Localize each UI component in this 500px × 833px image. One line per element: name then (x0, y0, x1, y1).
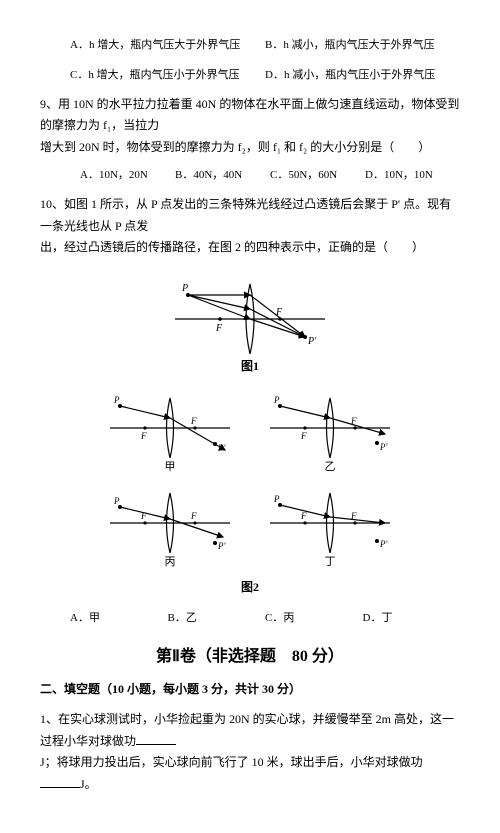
q9-A: A．10N，20N (80, 166, 175, 186)
blank-2 (40, 787, 80, 788)
q9-line1: 9、用 10N 的水平拉力拉着重 40N 的物体在水平面上做匀速直线运动，物体受… (40, 94, 460, 137)
svg-text:F: F (140, 431, 147, 441)
svg-text:P: P (181, 283, 188, 294)
blank-1 (136, 744, 176, 745)
label-jia: 甲 (105, 458, 235, 478)
label-bing: 丙 (105, 553, 235, 573)
svg-text:F: F (275, 307, 283, 318)
section-2-title: 第Ⅱ卷（非选择题 80 分） (40, 643, 460, 672)
svg-text:P': P' (307, 336, 317, 347)
q9-D: D．10N，10N (365, 166, 460, 186)
q9-C: C．50N，60N (270, 166, 365, 186)
label-yi: 乙 (265, 458, 395, 478)
q10-line2: 出，经过凸透镜后的传播路径，在图 2 的四种表示中，正确的是（ ） (40, 237, 460, 259)
svg-text:F: F (350, 511, 357, 521)
label-ding: 丁 (265, 553, 395, 573)
svg-text:F: F (140, 511, 147, 521)
svg-text:F: F (350, 416, 357, 426)
svg-text:F: F (190, 511, 197, 521)
figure-1: P P' F F 图1 (40, 269, 460, 378)
diagram-jia: P F F P' 甲 (105, 388, 235, 478)
q10-C: C．丙 (265, 609, 363, 629)
q10-stem: 10、如图 1 所示，从 P 点发出的三条特殊光线经过凸透镜后会聚于 P' 点。… (40, 194, 460, 259)
diagram-ding: P F F P' 丁 (265, 483, 395, 573)
figure-2: P F F P' 甲 P F F P' 乙 (40, 388, 460, 599)
fill-q1-a: 1、在实心球测试时，小华捡起重为 20N 的实心球，并缓慢举至 2m 高处，这一… (40, 712, 454, 748)
opt-D: D．h 减小，瓶内气压小于外界气压 (265, 66, 460, 86)
prev-q-options-row2: C．h 增大，瓶内气压小于外界气压 D．h 减小，瓶内气压小于外界气压 (70, 66, 460, 86)
svg-text:P': P' (217, 541, 226, 551)
figure-2-label: 图2 (40, 577, 460, 599)
q10-line1: 10、如图 1 所示，从 P 点发出的三条特殊光线经过凸透镜后会聚于 P' 点。… (40, 194, 460, 237)
svg-text:P: P (113, 395, 120, 405)
svg-text:P': P' (217, 443, 226, 453)
svg-text:P': P' (379, 442, 388, 452)
svg-text:F: F (215, 323, 223, 334)
svg-text:P: P (113, 496, 120, 506)
opt-B: B．h 减小，瓶内气压大于外界气压 (265, 36, 460, 56)
svg-text:F: F (190, 416, 197, 426)
svg-text:P: P (273, 395, 280, 405)
fill-q1-c: J。 (80, 777, 97, 791)
q10-options: A．甲 B．乙 C．丙 D．丁 (70, 609, 460, 629)
q10-B: B．乙 (168, 609, 266, 629)
q10-A: A．甲 (70, 609, 168, 629)
fill-q1-b: J；将球用力投出后，实心球向前飞行了 10 米，球出手后，小华对球做功 (40, 755, 423, 769)
fill-header: 二、填空题（10 小题，每小题 3 分，共计 30 分） (40, 679, 460, 701)
q10-D: D．丁 (363, 609, 461, 629)
opt-C: C．h 增大，瓶内气压小于外界气压 (70, 66, 265, 86)
q9-B: B．40N，40N (175, 166, 270, 186)
svg-text:F: F (300, 431, 307, 441)
figure-1-label: 图1 (40, 356, 460, 378)
diagram-bing: P F F P' 丙 (105, 483, 235, 573)
prev-q-options-row1: A．h 增大，瓶内气压大于外界气压 B．h 减小，瓶内气压大于外界气压 (70, 36, 460, 56)
fill-q1: 1、在实心球测试时，小华捡起重为 20N 的实心球，并缓慢举至 2m 高处，这一… (40, 709, 460, 795)
q9-stem: 9、用 10N 的水平拉力拉着重 40N 的物体在水平面上做匀速直线运动，物体受… (40, 94, 460, 159)
q9-line2: 增大到 20N 时，物体受到的摩擦力为 f₂，则 f₁ 和 f₂ 的大小分别是（… (40, 137, 460, 159)
opt-A: A．h 增大，瓶内气压大于外界气压 (70, 36, 265, 56)
svg-text:F: F (300, 511, 307, 521)
svg-text:P': P' (379, 539, 388, 549)
q9-options: A．10N，20N B．40N，40N C．50N，60N D．10N，10N (80, 166, 460, 186)
diagram-yi: P F F P' 乙 (265, 388, 395, 478)
svg-text:P: P (273, 494, 280, 504)
